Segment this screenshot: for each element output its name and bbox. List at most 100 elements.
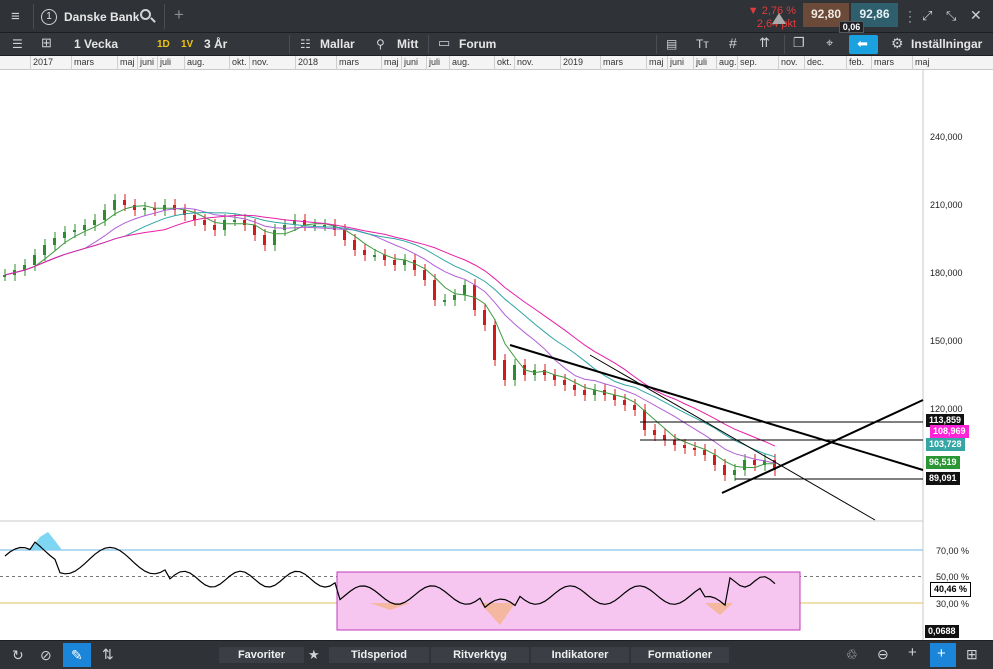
magnet-icon[interactable]: ⇅ xyxy=(102,646,114,662)
date-tick xyxy=(336,56,337,70)
candle xyxy=(733,470,736,475)
period-selector[interactable]: 1 Vecka xyxy=(74,37,119,51)
timeframe-1v-button[interactable]: 1V xyxy=(181,39,194,50)
date-tick xyxy=(646,56,647,70)
plus-icon[interactable]: + xyxy=(908,644,917,661)
candle xyxy=(233,220,236,222)
date-label: nov. xyxy=(517,57,534,67)
date-label: juli xyxy=(429,57,441,67)
date-label: juni xyxy=(404,57,419,67)
grid-icon[interactable]: ⊞ xyxy=(966,646,978,662)
moving-average-teal xyxy=(4,211,776,458)
instrument-name[interactable]: Danske Bank xyxy=(64,10,140,24)
candle xyxy=(83,225,86,230)
formations-button[interactable]: Formationer xyxy=(631,647,729,663)
crosshair-button[interactable]: + xyxy=(930,643,956,667)
date-tick xyxy=(600,56,601,70)
indicator-icon[interactable]: ⇈ xyxy=(759,35,770,50)
moving-average-short xyxy=(4,205,775,468)
candle xyxy=(553,375,556,380)
date-tick xyxy=(667,56,668,70)
price-tag-108: 108,969 xyxy=(930,425,969,438)
expand-icon[interactable]: ⤢ xyxy=(922,8,933,23)
date-tick xyxy=(249,56,250,70)
chart-area[interactable]: 240,000 210,000 180,000 150,000 120,000 113,… xyxy=(0,70,993,640)
settings-icon[interactable]: ⚙ xyxy=(891,35,904,51)
favorites-button[interactable]: Favoriter xyxy=(219,647,304,663)
marker-button[interactable]: ⬅ xyxy=(849,35,878,54)
drawing-tools-button[interactable]: Ritverktyg xyxy=(431,647,529,663)
candle xyxy=(213,225,216,230)
candle xyxy=(293,220,296,225)
add-tab-icon[interactable]: + xyxy=(174,5,184,24)
grid-layout-icon[interactable]: ⊞ xyxy=(41,35,52,50)
list-icon[interactable]: ☰ xyxy=(12,37,23,51)
mine-button[interactable]: Mitt xyxy=(397,37,419,51)
moving-average-medium xyxy=(4,207,776,464)
date-label: mars xyxy=(339,57,359,67)
candle xyxy=(73,230,76,232)
price-tag-96: 96,519 xyxy=(926,456,960,469)
candle xyxy=(153,208,156,210)
windows-icon[interactable]: ❐ xyxy=(793,35,805,50)
templates-icon[interactable]: ☷ xyxy=(300,37,311,51)
date-tick xyxy=(449,56,450,70)
crosshair-grid-icon[interactable]: # xyxy=(729,35,737,51)
candle xyxy=(123,200,126,205)
crosshair-icon[interactable]: ⌖ xyxy=(826,35,834,50)
price-axis-label: 210,000 xyxy=(930,200,963,210)
text-size-icon[interactable]: Tт xyxy=(696,37,709,51)
star-icon[interactable]: ★ xyxy=(308,647,320,662)
candle xyxy=(143,208,146,210)
candle xyxy=(773,460,776,470)
forum-icon[interactable]: ▭ xyxy=(438,35,451,50)
close-icon[interactable]: ✕ xyxy=(970,7,982,23)
indicators-button[interactable]: Indikatorer xyxy=(531,647,629,663)
candle xyxy=(753,460,756,465)
date-tick xyxy=(846,56,847,70)
candle xyxy=(443,300,446,302)
candle xyxy=(713,455,716,465)
search-icon[interactable] xyxy=(140,9,151,20)
more-vertical-icon[interactable]: · · · xyxy=(908,4,912,28)
templates-button[interactable]: Mallar xyxy=(320,37,355,51)
candle xyxy=(413,260,416,270)
period-button[interactable]: Tidsperiod xyxy=(329,647,429,663)
price-chart[interactable] xyxy=(0,70,993,640)
candle xyxy=(633,405,636,410)
menu-icon[interactable]: ≡ xyxy=(11,8,20,25)
candle xyxy=(503,360,506,380)
date-tick xyxy=(912,56,913,70)
pen-button[interactable]: ✎ xyxy=(63,643,91,667)
date-tick xyxy=(381,56,382,70)
date-tick xyxy=(229,56,230,70)
current-date-marker-icon[interactable] xyxy=(772,13,786,24)
moving-average-long xyxy=(4,214,776,447)
date-tick xyxy=(184,56,185,70)
date-label: 2019 xyxy=(563,57,584,67)
tag-icon: ⬅ xyxy=(857,36,868,51)
timeframe-1d-button[interactable]: 1D xyxy=(157,39,170,50)
change-box: ▼ 2,76 % 2,64 pkt xyxy=(736,3,800,31)
candle xyxy=(373,255,376,257)
collapse-icon[interactable]: ⤡ xyxy=(946,8,957,23)
candle xyxy=(193,215,196,220)
candle xyxy=(343,230,346,240)
recycle-icon[interactable]: ♲ xyxy=(846,647,858,662)
candle xyxy=(103,210,106,220)
bid-button[interactable]: 92,80 xyxy=(803,3,849,27)
settings-button[interactable]: Inställningar xyxy=(911,37,983,51)
document-icon[interactable]: ▤ xyxy=(666,37,678,51)
refresh-icon[interactable]: ↻ xyxy=(12,647,24,663)
date-tick xyxy=(871,56,872,70)
zoom-out-icon[interactable]: ⊖ xyxy=(877,646,889,662)
mine-icon[interactable]: ⚲ xyxy=(376,37,385,51)
range-selector[interactable]: 3 År xyxy=(204,37,228,51)
price-tag-103: 103,728 xyxy=(926,438,965,451)
date-label: aug. xyxy=(719,57,737,67)
no-entry-icon[interactable]: ⊘ xyxy=(40,647,52,663)
candle xyxy=(363,250,366,255)
candle xyxy=(573,385,576,390)
date-tick xyxy=(737,56,738,70)
forum-button[interactable]: Forum xyxy=(459,37,497,51)
